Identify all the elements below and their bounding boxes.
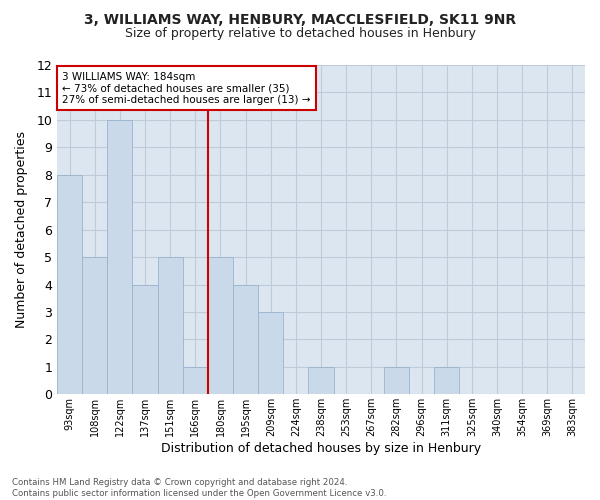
Text: 3 WILLIAMS WAY: 184sqm
← 73% of detached houses are smaller (35)
27% of semi-det: 3 WILLIAMS WAY: 184sqm ← 73% of detached… — [62, 72, 311, 105]
Y-axis label: Number of detached properties: Number of detached properties — [15, 131, 28, 328]
Text: Size of property relative to detached houses in Henbury: Size of property relative to detached ho… — [125, 28, 475, 40]
Bar — [107, 120, 133, 394]
Text: 3, WILLIAMS WAY, HENBURY, MACCLESFIELD, SK11 9NR: 3, WILLIAMS WAY, HENBURY, MACCLESFIELD, … — [84, 12, 516, 26]
Bar — [308, 367, 334, 394]
Bar — [258, 312, 283, 394]
Bar — [183, 367, 208, 394]
Bar — [82, 257, 107, 394]
Bar — [233, 284, 258, 395]
X-axis label: Distribution of detached houses by size in Henbury: Distribution of detached houses by size … — [161, 442, 481, 455]
Bar — [208, 257, 233, 394]
Bar — [158, 257, 183, 394]
Bar — [57, 175, 82, 394]
Text: Contains HM Land Registry data © Crown copyright and database right 2024.
Contai: Contains HM Land Registry data © Crown c… — [12, 478, 386, 498]
Bar — [434, 367, 460, 394]
Bar — [384, 367, 409, 394]
Bar — [133, 284, 158, 395]
